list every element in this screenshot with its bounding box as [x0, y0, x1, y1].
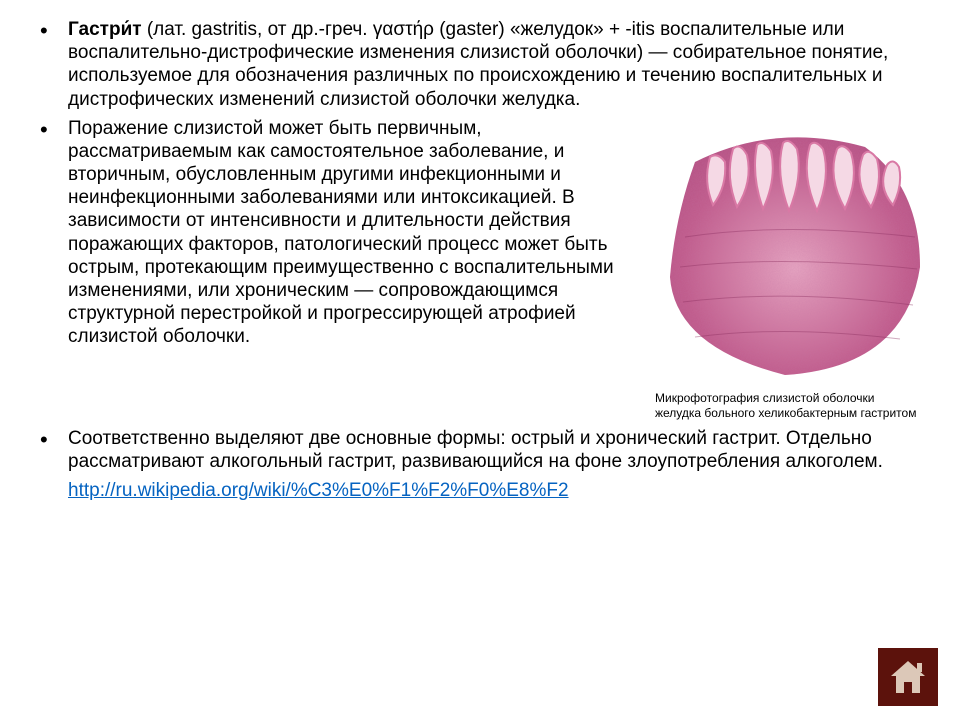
- middle-row: Поражение слизистой может быть первичным…: [40, 117, 930, 421]
- list-item-2-text: Поражение слизистой может быть первичным…: [68, 117, 643, 349]
- term-rest: (лат. gastritis, от др.-греч. γαστήρ (ga…: [68, 19, 888, 110]
- term-bold: Гастри́т: [68, 19, 142, 40]
- home-icon: [887, 657, 929, 697]
- figure: Микрофотография слизистой оболочки желуд…: [655, 117, 930, 421]
- bullet-marker: [40, 427, 68, 473]
- micrograph-image: [655, 127, 925, 377]
- source-link[interactable]: http://ru.wikipedia.org/wiki/%C3%E0%F1%F…: [68, 479, 569, 504]
- bullet-marker: [40, 18, 68, 111]
- bullet-marker: [40, 117, 68, 349]
- list-item-3: Соответственно выделяют две основные фор…: [40, 427, 930, 473]
- figure-caption: Микрофотография слизистой оболочки желуд…: [655, 391, 930, 421]
- third-block: Соответственно выделяют две основные фор…: [40, 427, 930, 504]
- list-item-1-text: Гастри́т (лат. gastritis, от др.-греч. γ…: [68, 18, 930, 111]
- list-item-3-text: Соответственно выделяют две основные фор…: [68, 427, 930, 473]
- middle-text-col: Поражение слизистой может быть первичным…: [40, 117, 643, 421]
- home-button[interactable]: [878, 648, 938, 706]
- list-item-1: Гастри́т (лат. gastritis, от др.-греч. γ…: [40, 18, 930, 111]
- list-item-2: Поражение слизистой может быть первичным…: [40, 117, 643, 349]
